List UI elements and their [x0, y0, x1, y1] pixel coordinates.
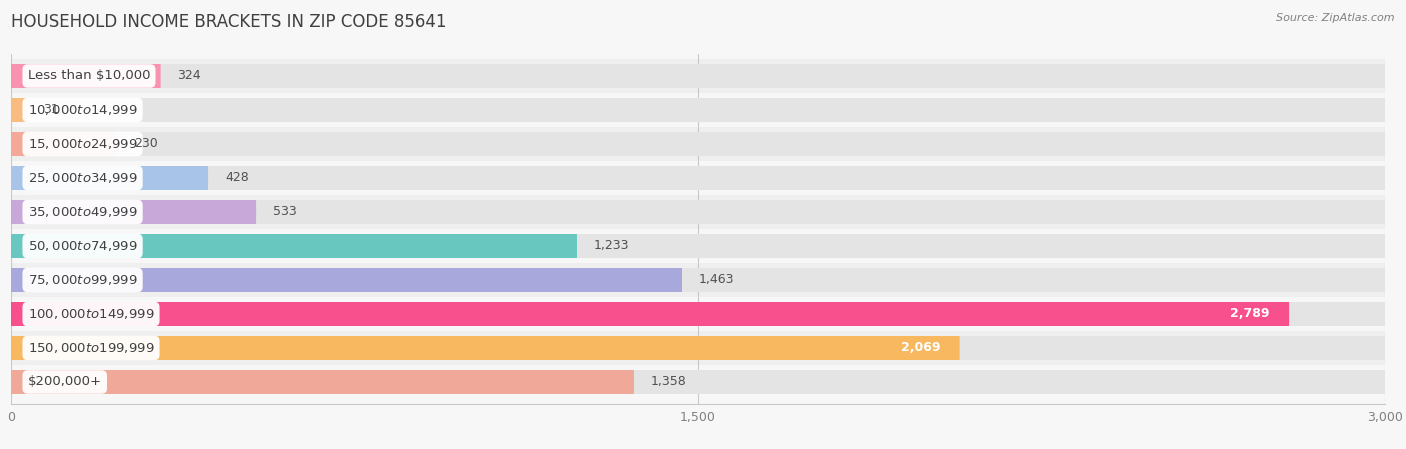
- Text: $15,000 to $24,999: $15,000 to $24,999: [28, 137, 138, 151]
- Bar: [11, 229, 1385, 263]
- Bar: [11, 263, 1385, 297]
- Text: $10,000 to $14,999: $10,000 to $14,999: [28, 103, 138, 117]
- Bar: [11, 268, 1385, 292]
- Text: 428: 428: [225, 172, 249, 185]
- Text: $35,000 to $49,999: $35,000 to $49,999: [28, 205, 138, 219]
- Text: 31: 31: [44, 103, 59, 116]
- Text: HOUSEHOLD INCOME BRACKETS IN ZIP CODE 85641: HOUSEHOLD INCOME BRACKETS IN ZIP CODE 85…: [11, 13, 447, 31]
- Text: 533: 533: [273, 206, 297, 219]
- Text: $50,000 to $74,999: $50,000 to $74,999: [28, 239, 138, 253]
- Bar: [11, 370, 1385, 394]
- Bar: [11, 59, 1385, 93]
- Bar: [11, 132, 117, 156]
- Bar: [11, 302, 1288, 326]
- Bar: [11, 336, 1385, 360]
- Bar: [11, 98, 1385, 122]
- Bar: [11, 166, 207, 190]
- Bar: [11, 132, 1385, 156]
- Bar: [11, 268, 681, 292]
- Text: $25,000 to $34,999: $25,000 to $34,999: [28, 171, 138, 185]
- Text: 2,069: 2,069: [901, 342, 941, 355]
- Text: $100,000 to $149,999: $100,000 to $149,999: [28, 307, 155, 321]
- Bar: [11, 200, 1385, 224]
- Bar: [11, 161, 1385, 195]
- Text: Less than $10,000: Less than $10,000: [28, 70, 150, 83]
- Text: 2,789: 2,789: [1230, 308, 1270, 321]
- Bar: [11, 195, 1385, 229]
- Bar: [11, 336, 959, 360]
- Text: 230: 230: [135, 137, 157, 150]
- Bar: [11, 331, 1385, 365]
- Bar: [11, 302, 1385, 326]
- Text: 1,463: 1,463: [699, 273, 734, 286]
- Bar: [11, 365, 1385, 399]
- Text: 1,358: 1,358: [651, 375, 686, 388]
- Bar: [11, 166, 1385, 190]
- Bar: [11, 370, 633, 394]
- Bar: [11, 234, 1385, 258]
- Text: Source: ZipAtlas.com: Source: ZipAtlas.com: [1277, 13, 1395, 23]
- Bar: [11, 64, 1385, 88]
- Text: $150,000 to $199,999: $150,000 to $199,999: [28, 341, 155, 355]
- Bar: [11, 98, 25, 122]
- Text: 1,233: 1,233: [593, 239, 628, 252]
- Bar: [11, 200, 256, 224]
- Bar: [11, 234, 576, 258]
- Text: 324: 324: [177, 70, 201, 83]
- Bar: [11, 297, 1385, 331]
- Text: $75,000 to $99,999: $75,000 to $99,999: [28, 273, 138, 287]
- Bar: [11, 64, 160, 88]
- Text: $200,000+: $200,000+: [28, 375, 101, 388]
- Bar: [11, 93, 1385, 127]
- Bar: [11, 127, 1385, 161]
